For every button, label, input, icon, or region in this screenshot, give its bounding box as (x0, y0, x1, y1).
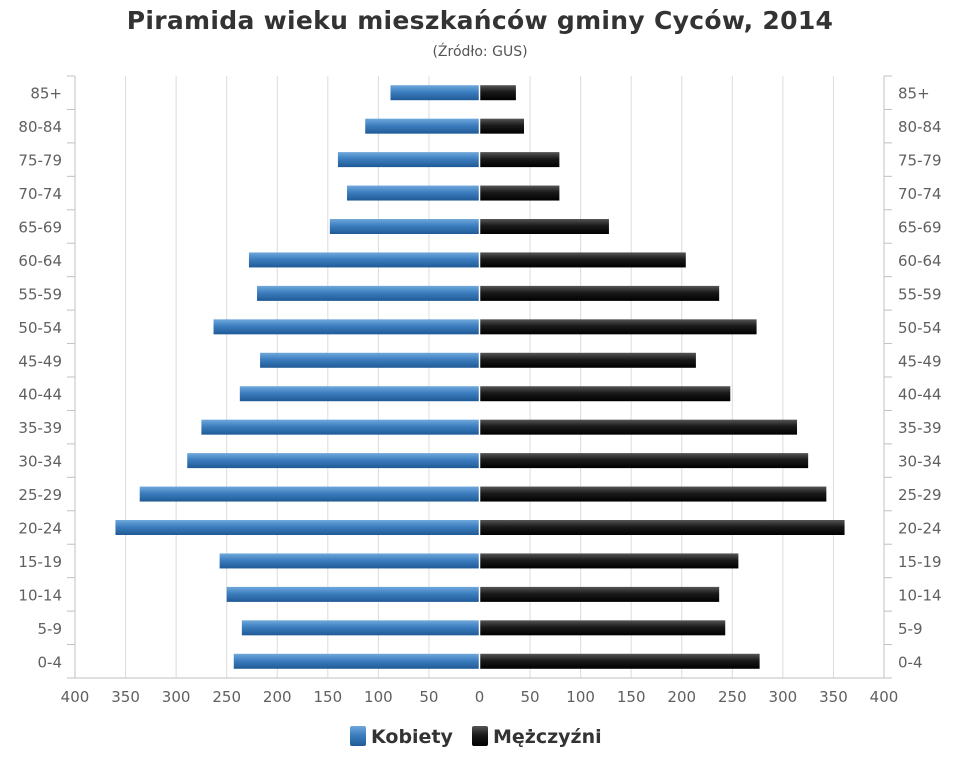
x-tick-label: 100 (566, 688, 595, 706)
bar-kobiety (201, 419, 480, 435)
y-tick-label-right: 50-54 (898, 319, 942, 337)
y-tick-label-right: 5-9 (898, 620, 923, 638)
bar-kobiety (226, 586, 480, 602)
y-tick-label-left: 5-9 (38, 620, 63, 638)
y-tick-label-left: 75-79 (18, 152, 62, 170)
x-tick-label: 250 (718, 688, 747, 706)
bar-kobiety (219, 553, 480, 569)
legend-swatch-mezczyzni (472, 726, 488, 746)
bar-kobiety (260, 352, 480, 368)
legend-label-mezczyzni: Mężczyźni (493, 726, 602, 748)
y-tick-label-right: 65-69 (898, 219, 942, 237)
y-tick-label-left: 55-59 (18, 285, 62, 303)
bar-kobiety (347, 185, 480, 201)
chart-title: Piramida wieku mieszkańców gminy Cyców, … (126, 6, 834, 35)
y-tick-label-left: 35-39 (18, 419, 62, 437)
legend-swatch-kobiety (350, 726, 366, 746)
y-tick-label-left: 70-74 (18, 185, 62, 203)
x-tick-label: 300 (162, 688, 191, 706)
bar-mezczyzni (479, 486, 827, 502)
x-tick-label: 150 (617, 688, 646, 706)
bar-kobiety (187, 453, 480, 469)
bar-mezczyzni (479, 620, 726, 636)
y-tick-label-left: 15-19 (18, 553, 62, 571)
y-tick-label-right: 60-64 (898, 252, 942, 270)
bar-mezczyzni (479, 553, 739, 569)
bar-kobiety (337, 152, 480, 168)
y-tick-label-right: 40-44 (898, 386, 942, 404)
x-tick-label: 350 (819, 688, 848, 706)
x-tick-label: 200 (263, 688, 292, 706)
axes: 400 350 300 250 200 150 100 50 0 50 100 150 200 250 30… (18, 75, 942, 706)
bar-mezczyzni (479, 185, 560, 201)
x-tick-label: 0 (475, 688, 485, 706)
y-tick-label-right: 0-4 (898, 653, 923, 671)
y-tick-label-right: 25-29 (898, 486, 942, 504)
legend: Kobiety Mężczyźni (350, 726, 602, 748)
bar-kobiety (329, 219, 480, 234)
y-tick-label-right: 15-19 (898, 553, 942, 571)
bars (115, 76, 845, 678)
y-tick-label-right: 20-24 (898, 520, 942, 538)
y-tick-label-right: 80-84 (898, 118, 942, 136)
y-tick-label-right: 30-34 (898, 453, 942, 471)
bar-mezczyzni (479, 352, 696, 368)
y-tick-label-left: 10-14 (18, 586, 62, 604)
y-tick-label-left: 80-84 (18, 118, 62, 136)
y-tick-label-left: 65-69 (18, 219, 62, 237)
bar-mezczyzni (479, 118, 524, 134)
y-tick-label-left: 30-34 (18, 453, 62, 471)
y-tick-label-left: 60-64 (18, 252, 62, 270)
y-tick-label-left: 0-4 (38, 653, 63, 671)
bar-mezczyzni (479, 586, 720, 602)
bar-mezczyzni (479, 419, 798, 435)
x-tick-label: 150 (313, 688, 342, 706)
y-tick-label-right: 70-74 (898, 185, 942, 203)
y-tick-label-left: 40-44 (18, 386, 62, 404)
bar-mezczyzni (479, 285, 720, 301)
bar-kobiety (239, 386, 480, 402)
x-tick-label: 50 (419, 688, 438, 706)
x-tick-label: 100 (364, 688, 393, 706)
chart-subtitle: (Źródło: GUS) (432, 44, 528, 60)
y-tick-label-right: 75-79 (898, 152, 942, 170)
bar-mezczyzni (479, 386, 731, 402)
bar-mezczyzni (479, 653, 760, 669)
y-tick-label-left: 85+ (30, 85, 62, 103)
x-tick-label: 350 (111, 688, 140, 706)
y-tick-label-left: 45-49 (18, 352, 62, 370)
bar-kobiety (139, 486, 480, 502)
bar-mezczyzni (479, 453, 809, 469)
y-tick-label-right: 35-39 (898, 419, 942, 437)
y-tick-label-left: 20-24 (18, 520, 62, 538)
y-tick-label-right: 55-59 (898, 285, 942, 303)
bar-kobiety (248, 252, 480, 268)
bar-kobiety (390, 85, 480, 101)
bar-kobiety (257, 285, 480, 301)
y-tick-label-right: 45-49 (898, 352, 942, 370)
x-tick-label: 250 (212, 688, 241, 706)
bar-kobiety (233, 653, 480, 669)
bar-kobiety (213, 319, 480, 335)
x-tick-label: 300 (769, 688, 798, 706)
y-tick-label-left: 50-54 (18, 319, 62, 337)
bar-kobiety (115, 520, 480, 535)
bar-mezczyzni (479, 252, 686, 268)
bar-kobiety (365, 118, 480, 134)
bar-mezczyzni (479, 219, 609, 234)
bar-kobiety (241, 620, 480, 636)
x-tick-label: 400 (870, 688, 899, 706)
bar-mezczyzni (479, 85, 516, 101)
bar-mezczyzni (479, 520, 845, 535)
x-tick-label: 200 (667, 688, 696, 706)
y-tick-label-right: 85+ (898, 85, 930, 103)
x-tick-label: 400 (61, 688, 90, 706)
legend-label-kobiety: Kobiety (371, 726, 454, 748)
bar-mezczyzni (479, 319, 757, 335)
bar-mezczyzni (479, 152, 560, 168)
x-tick-label: 50 (521, 688, 540, 706)
y-tick-label-right: 10-14 (898, 586, 942, 604)
y-tick-label-left: 25-29 (18, 486, 62, 504)
